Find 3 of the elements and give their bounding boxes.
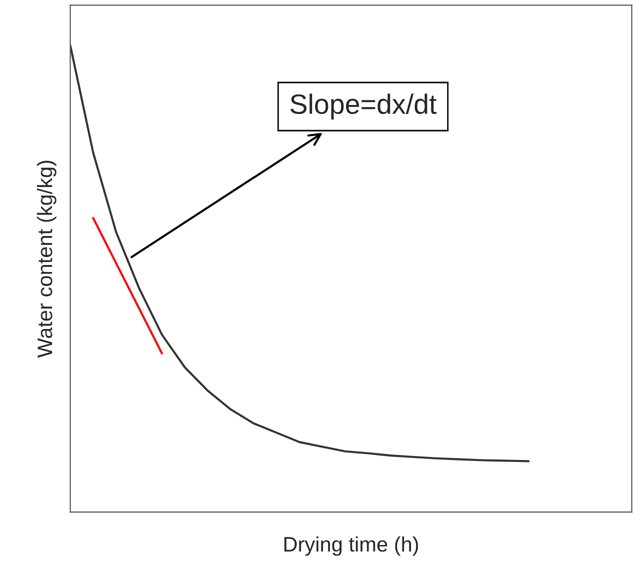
annotation: Slope=dx/dt [290, 94, 437, 120]
y-axis-title: Water content (kg/kg) [36, 160, 56, 358]
x-axis-title: Drying time (h) [284, 536, 418, 556]
